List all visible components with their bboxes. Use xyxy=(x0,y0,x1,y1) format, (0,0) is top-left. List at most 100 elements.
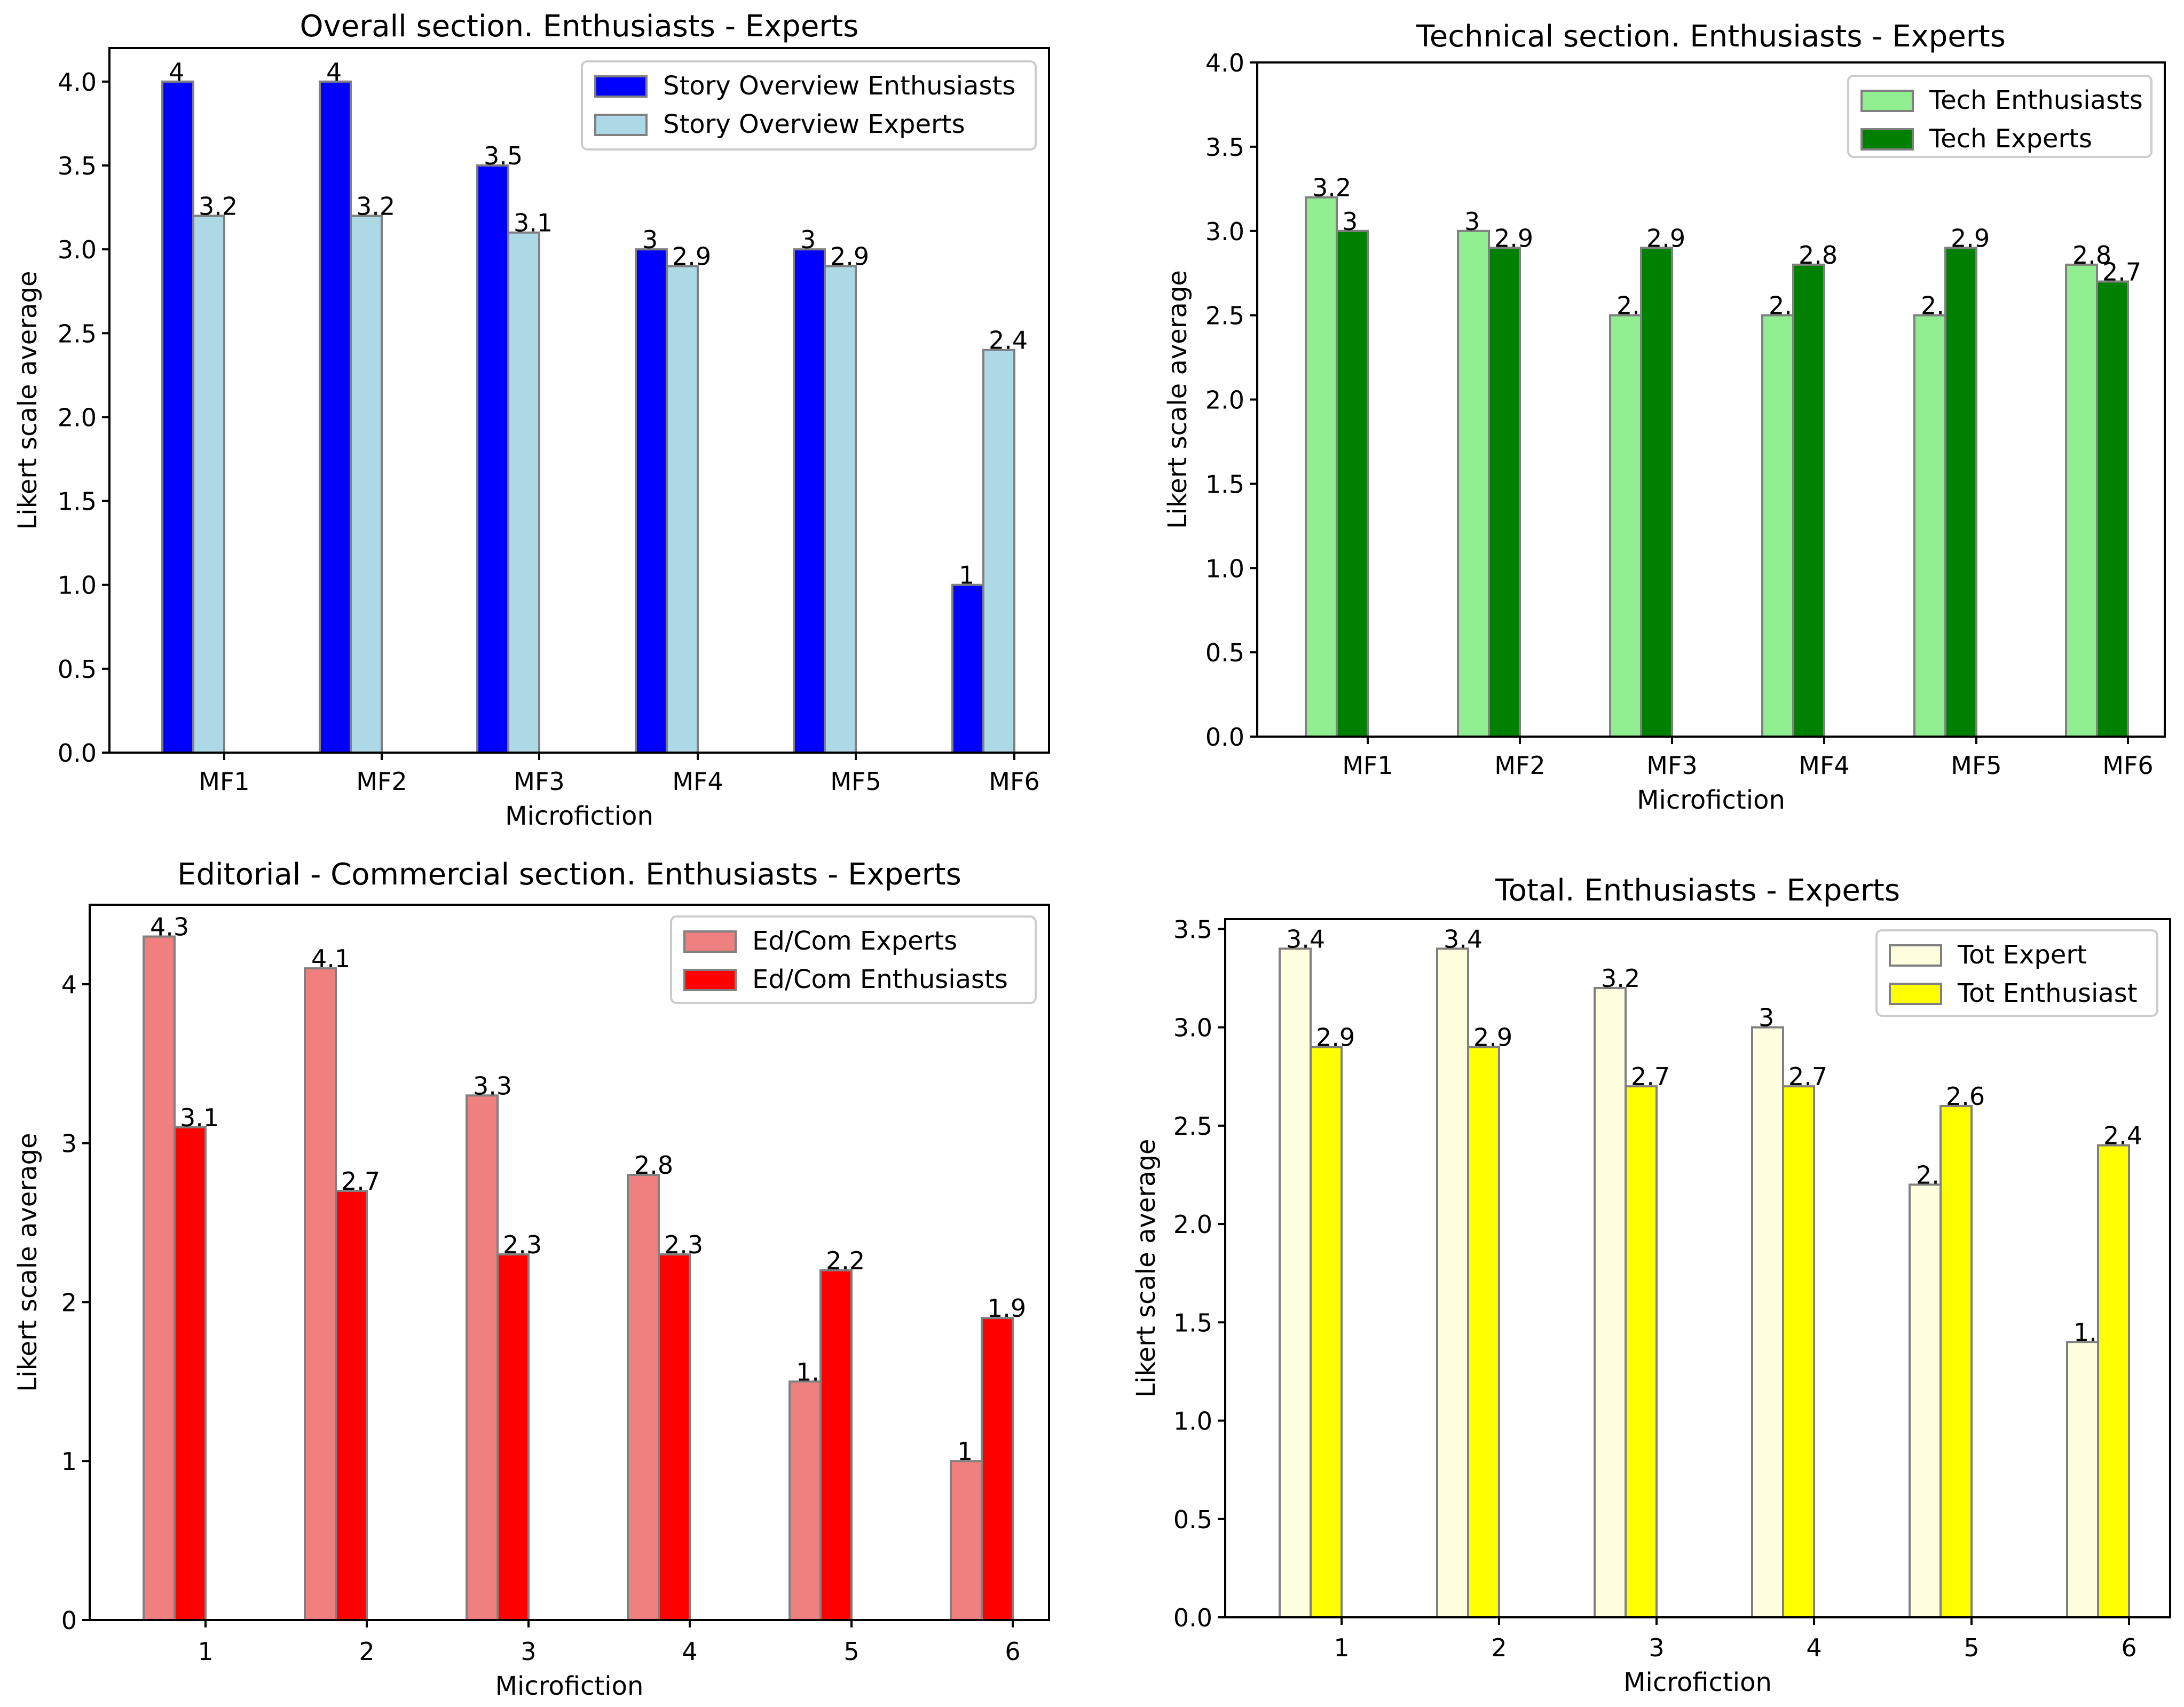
bar-2-series-1 xyxy=(1436,947,1469,1618)
bar-mf1-series-2 xyxy=(192,215,225,754)
y-axis: 0 1 2 3 4 xyxy=(61,970,90,1635)
y-tick-label: 3.5 xyxy=(58,152,97,180)
axes-frame xyxy=(89,904,1050,1621)
y-tick-label: 0.5 xyxy=(1205,638,1244,667)
x-tick-label: MF5 xyxy=(1951,751,2001,780)
series-2: 3.1 2.7 2.3 2.3 2.2 1.9 xyxy=(174,1103,1026,1621)
y-tick-label: 3.0 xyxy=(1205,217,1244,246)
bar-mf5-series-1 xyxy=(1913,314,1946,738)
y-axis: 0.0 0.5 1.0 1.5 2.0 2.5 3.0 3.5 xyxy=(1173,915,1225,1632)
legend: Story Overview Enthusiasts Story Overview… xyxy=(581,60,1037,151)
x-tick-label: 4 xyxy=(682,1637,697,1666)
y-tick-label: 2.5 xyxy=(1205,302,1244,330)
y-axis: 0.0 0.5 1.0 1.5 2.0 2.5 3.0 3.5 4.0 xyxy=(58,68,109,768)
chart-title: Technical section. Enthusiasts - Experts xyxy=(1416,19,2006,54)
legend-label: Tot Enthusiast xyxy=(1957,978,2138,1008)
legend-swatch xyxy=(683,930,737,953)
x-axis-label: Microfiction xyxy=(1623,1668,1772,1697)
bar-mf3-series-1 xyxy=(1609,314,1642,738)
data-label: 2.9 xyxy=(1316,1023,1355,1052)
bar-4-series-1 xyxy=(627,1174,660,1621)
bar-6-series-2 xyxy=(981,1317,1014,1621)
y-tick-label: 0.5 xyxy=(1173,1505,1212,1534)
x-tick-label: 3 xyxy=(521,1637,536,1666)
x-axis-label: Microfiction xyxy=(495,1671,644,1701)
bar-1-series-1 xyxy=(1279,947,1312,1618)
bar-6-series-2 xyxy=(2097,1144,2130,1618)
bar-mf4-series-1 xyxy=(635,248,668,754)
series-1: 3.232.5 2.5 2.52.8 xyxy=(1305,173,2111,738)
legend: Tot Expert Tot Enthusiast xyxy=(1875,929,2158,1017)
x-tick-label: 2 xyxy=(359,1637,374,1666)
x-tick-label: MF2 xyxy=(356,767,407,796)
data-label: 3 xyxy=(800,225,816,254)
y-tick-label: 3.0 xyxy=(58,235,97,264)
bar-mf1-series-1 xyxy=(1305,196,1338,738)
x-axis: 1 2 3 4 5 6 xyxy=(1334,1617,2137,1662)
x-tick-label: 6 xyxy=(2121,1633,2136,1662)
legend-label: Tech Enthusiasts xyxy=(1929,85,2143,115)
bar-4-series-1 xyxy=(1751,1026,1784,1618)
axes-frame xyxy=(1224,918,2171,1618)
data-label: 2.7 xyxy=(1788,1062,1827,1091)
y-tick-label: 0 xyxy=(61,1606,77,1635)
y-tick-label: 0.0 xyxy=(58,739,97,768)
bar-3-series-2 xyxy=(1625,1085,1658,1618)
y-tick-label: 0.0 xyxy=(1173,1603,1212,1632)
series-1: 3.4 3.43.232.21.4 xyxy=(1279,924,2112,1618)
y-tick-label: 2.5 xyxy=(1173,1112,1212,1141)
x-tick-label: MF1 xyxy=(1342,751,1393,780)
bar-mf2-series-1 xyxy=(319,80,352,754)
legend-label: Ed/Com Enthusiasts xyxy=(752,965,1008,994)
bar-mf2-series-2 xyxy=(1488,247,1521,738)
data-label: 2.9 xyxy=(672,242,711,271)
data-label: 3.2 xyxy=(199,192,238,220)
legend-label: Story Overview Experts xyxy=(663,109,965,139)
bar-mf1-series-1 xyxy=(161,80,194,754)
chart-panel-technical: 3.232.5 2.5 2.52.832.9 2.92.82.92.70.00.51.… xyxy=(1163,19,2166,815)
x-tick-label: MF4 xyxy=(672,767,723,796)
data-label: 3.2 xyxy=(356,192,395,220)
data-label: 3.2 xyxy=(1601,964,1640,993)
x-tick-label: 4 xyxy=(1806,1633,1822,1662)
chart-panel-total: 3.4 3.43.232.21.42.9 2.92.7 2.72.62.40.00.5… xyxy=(1131,873,2171,1697)
bar-4-series-2 xyxy=(658,1253,691,1621)
data-label: 2.9 xyxy=(830,242,869,271)
y-axis-label: Likert scale average xyxy=(1131,1139,1161,1398)
legend-box xyxy=(1875,929,2158,1017)
axes-frame xyxy=(108,47,1050,754)
y-tick-label: 1.0 xyxy=(1173,1407,1212,1436)
x-tick-label: 1 xyxy=(1334,1633,1349,1662)
bar-5-series-1 xyxy=(1909,1183,1942,1618)
legend: Ed/Com Experts Ed/Com Enthusiasts xyxy=(670,915,1037,1004)
data-label: 2.4 xyxy=(989,326,1028,355)
data-label: 2.7 xyxy=(1631,1062,1670,1091)
bar-mf6-series-1 xyxy=(951,583,984,754)
data-label: 2.7 xyxy=(2102,257,2141,286)
data-label: 3.1 xyxy=(514,209,553,238)
y-axis-label: Likert scale average xyxy=(1163,270,1193,529)
legend-label: Tot Expert xyxy=(1957,940,2087,970)
y-axis-label: Likert scale average xyxy=(13,1133,43,1392)
bar-mf5-series-2 xyxy=(1944,247,1977,738)
bar-6-series-1 xyxy=(950,1460,983,1621)
chart-panel-overall: 4 4 3.5 3 3 1 3.2 3.2 3.1 2.9 2.9 2.4 0.0 0.5 1.0 1.5 2.… xyxy=(13,9,1050,831)
bar-2-series-1 xyxy=(304,967,337,1621)
data-label: 1 xyxy=(959,561,974,590)
bar-1-series-2 xyxy=(174,1126,207,1621)
bar-mf4-series-2 xyxy=(666,265,699,754)
data-label: 4 xyxy=(169,58,184,86)
series-2: 3.2 3.2 3.1 2.9 2.9 2.4 xyxy=(192,192,1028,754)
bar-mf5-series-1 xyxy=(793,248,826,754)
bar-mf3-series-2 xyxy=(1640,247,1673,738)
data-label: 2.6 xyxy=(1946,1082,1985,1111)
y-tick-label: 2.0 xyxy=(58,403,97,432)
data-label: 3.3 xyxy=(473,1071,512,1100)
bar-mf6-series-1 xyxy=(2065,263,2098,738)
series-1: 4.34.13.32.81.51 xyxy=(143,913,983,1621)
bar-mf1-series-2 xyxy=(1336,230,1369,738)
bar-mf3-series-2 xyxy=(507,231,540,754)
data-label: 4.1 xyxy=(311,944,350,973)
y-tick-label: 1.5 xyxy=(1173,1308,1212,1337)
